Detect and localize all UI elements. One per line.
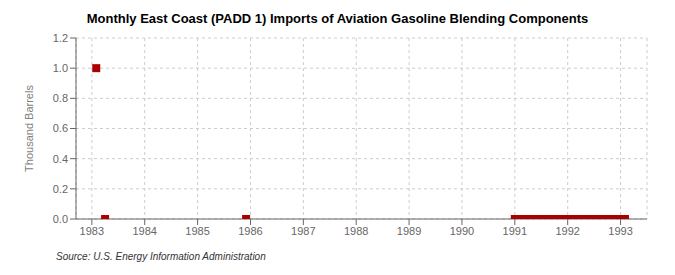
svg-text:1989: 1989 [397,225,421,237]
svg-text:0.6: 0.6 [53,122,68,134]
svg-text:0.0: 0.0 [53,213,68,225]
html-text:Monthly East Coast (PADD 1) Im: Monthly East Coast (PADD 1) Imports of A… [86,11,589,26]
svg-text:1.2: 1.2 [53,32,68,44]
svg-text:1986: 1986 [238,225,262,237]
html-text:Source: U.S. Energy Informatio: Source: U.S. Energy Information Administ… [56,251,266,262]
svg-text:1983: 1983 [80,225,104,237]
svg-text:1984: 1984 [132,225,156,237]
svg-text:1990: 1990 [450,225,474,237]
svg-text:1993: 1993 [608,225,632,237]
svg-text:1988: 1988 [344,225,368,237]
svg-text:1992: 1992 [555,225,579,237]
svg-text:0.8: 0.8 [53,92,68,104]
svg-text:1987: 1987 [291,225,315,237]
svg-text:Thousand Barrels: Thousand Barrels [23,85,35,172]
svg-text:1985: 1985 [185,225,209,237]
svg-text:0.4: 0.4 [53,153,68,165]
svg-text:1991: 1991 [503,225,527,237]
svg-text:0.2: 0.2 [53,183,68,195]
svg-text:1.0: 1.0 [53,62,68,74]
